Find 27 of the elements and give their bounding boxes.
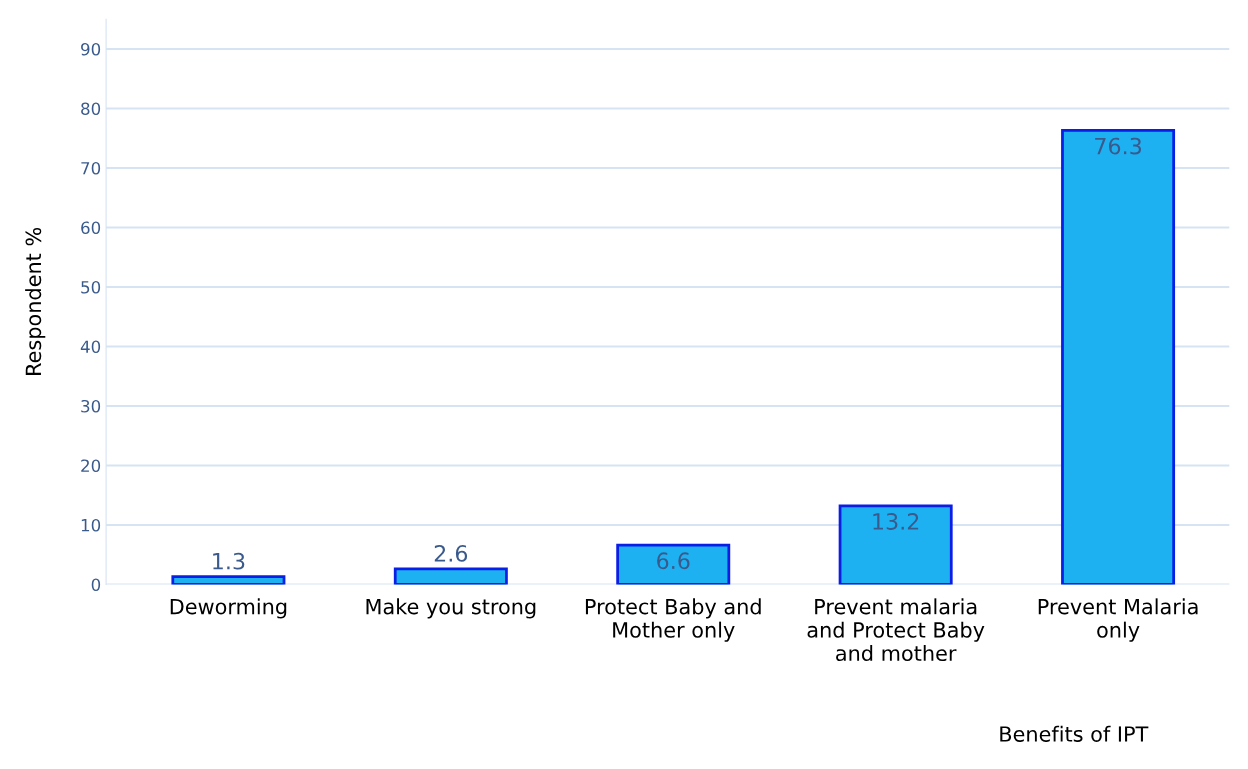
x-tick-label: Protect Baby and Mother only <box>585 598 761 642</box>
y-tick-label: 30 <box>81 399 101 413</box>
y-axis-title: Respondent % <box>25 227 46 375</box>
bar <box>616 543 731 585</box>
y-tick-label: 40 <box>80 340 101 354</box>
x-axis-title: Benefits of IPT <box>1000 725 1149 742</box>
data-label: 13.2 <box>873 513 919 530</box>
bar <box>171 575 286 585</box>
y-tick-label: 70 <box>81 161 101 175</box>
y-tick-label: 90 <box>81 42 101 56</box>
x-tick-label: Prevent malaria and Protect Baby and mother <box>807 598 985 662</box>
x-tick-label: Make you strong <box>366 598 536 619</box>
y-tick-label: 20 <box>81 459 101 473</box>
y-tick-label: 10 <box>81 518 101 532</box>
y-tick-label: 60 <box>81 221 101 235</box>
data-label: 1.3 <box>213 552 245 570</box>
x-tick-label: Deworming <box>170 598 287 619</box>
bar <box>838 504 953 585</box>
y-tick-label: 80 <box>81 102 101 116</box>
data-label: 76.3 <box>1095 137 1142 155</box>
y-tick-label: 0 <box>91 578 101 592</box>
x-tick-label: Prevent Malaria only <box>1038 598 1198 642</box>
bar <box>1061 129 1176 585</box>
data-label: 6.6 <box>657 552 690 570</box>
data-label: 2.6 <box>434 545 468 562</box>
y-tick-label: 50 <box>81 280 101 294</box>
bar <box>393 567 508 585</box>
